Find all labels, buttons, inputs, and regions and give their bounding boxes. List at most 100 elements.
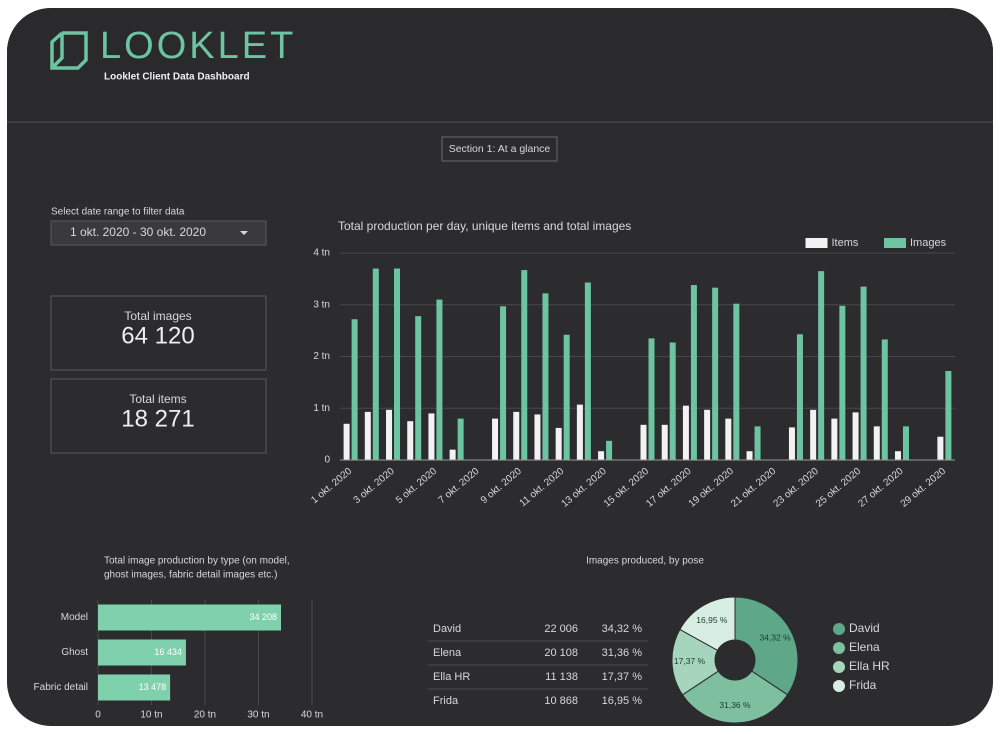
date-dropdown[interactable] — [50, 220, 267, 246]
x-tick-label: 0 — [95, 710, 101, 721]
bar — [542, 293, 549, 460]
table-cell: 34,32 % — [602, 623, 643, 635]
legend-label: Images — [910, 237, 947, 249]
bar — [725, 418, 732, 460]
bar — [351, 319, 358, 460]
y-tick-label: Ghost — [61, 647, 88, 658]
bar — [810, 409, 817, 460]
date-dropdown-value[interactable]: 1 okt. 2020 - 30 okt. 2020 — [70, 225, 206, 239]
bar — [669, 342, 676, 460]
bar — [661, 424, 668, 460]
y-tick-label: Model — [61, 612, 88, 623]
data-label: 31,36 % — [719, 700, 751, 710]
bar — [428, 413, 435, 460]
bar — [640, 424, 647, 460]
table-cell: 31,36 % — [602, 647, 643, 659]
bar — [407, 421, 414, 460]
legend-label: Frida — [849, 678, 877, 692]
bar — [894, 451, 901, 460]
bar — [860, 286, 867, 460]
table-cell: 22 006 — [544, 623, 578, 635]
y-tick-label: 1 tn — [313, 403, 330, 414]
section-button[interactable] — [441, 136, 558, 162]
legend-swatch — [884, 238, 906, 248]
bar — [598, 451, 605, 460]
bar — [394, 268, 401, 460]
bar — [852, 412, 859, 460]
bar — [576, 404, 583, 460]
bar — [457, 418, 464, 460]
legend-swatch — [833, 680, 845, 692]
data-label: 16 434 — [154, 647, 182, 657]
bar — [796, 334, 803, 460]
x-tick-label: 10 tn — [140, 710, 162, 721]
bar — [372, 268, 379, 460]
x-tick-label: 30 tn — [247, 710, 269, 721]
chart-title: Total image production by type (on model… — [104, 556, 290, 567]
bar — [415, 316, 422, 460]
legend-label: Ella HR — [849, 659, 890, 673]
bar — [364, 411, 371, 460]
donut-slice — [671, 628, 720, 696]
kpi-value: 18 271 — [121, 405, 194, 432]
chart-title: ghost images, fabric detail images etc.) — [104, 570, 277, 581]
bar — [436, 299, 443, 460]
y-tick-label: 3 tn — [313, 299, 330, 310]
section-button-label[interactable]: Section 1: At a glance — [449, 143, 551, 155]
bar — [831, 418, 838, 460]
y-tick-label: 4 tn — [313, 248, 330, 259]
legend-swatch — [833, 642, 845, 654]
donut-slice — [679, 596, 736, 651]
data-label: 34,32 % — [759, 633, 791, 643]
y-tick-label: 0 — [324, 455, 330, 466]
bar — [704, 409, 711, 460]
kpi-card — [50, 295, 267, 371]
y-tick-label: Fabric detail — [34, 682, 88, 693]
table-cell: 11 138 — [545, 671, 578, 683]
bar — [733, 303, 740, 460]
bar — [563, 334, 570, 460]
bar — [98, 604, 282, 631]
kpi-value: 64 120 — [121, 322, 194, 349]
table-cell: 10 868 — [544, 695, 578, 707]
bar — [881, 339, 888, 460]
donut-slice — [734, 596, 799, 696]
table-cell: Elena — [433, 647, 462, 659]
chart-title: Images produced, by pose — [586, 556, 704, 567]
bar — [521, 270, 528, 460]
kpi-label: Total items — [129, 392, 186, 406]
bar — [839, 305, 846, 460]
bar — [902, 426, 909, 460]
brand: LOOKLET — [100, 25, 296, 67]
data-label: 13 478 — [139, 682, 167, 692]
bar — [746, 451, 753, 460]
table-cell: 20 108 — [544, 647, 578, 659]
donut-slice — [681, 670, 789, 724]
x-tick-label: 20 tn — [194, 710, 216, 721]
bar — [343, 423, 350, 460]
bar — [449, 449, 456, 460]
bar — [98, 639, 186, 666]
kpi-label: Total images — [124, 309, 191, 323]
chart-title: Total production per day, unique items a… — [338, 219, 631, 233]
bar — [492, 418, 499, 460]
legend-swatch — [833, 623, 845, 635]
bar — [712, 287, 719, 460]
legend-label: Elena — [849, 640, 880, 654]
table-cell: 16,95 % — [602, 695, 643, 707]
legend-label: David — [849, 621, 880, 635]
data-label: 16,95 % — [696, 615, 728, 625]
dropdown-caret[interactable] — [240, 231, 248, 235]
y-tick-label: 2 tn — [313, 351, 330, 362]
subtitle: Looklet Client Data Dashboard — [104, 72, 250, 83]
panel — [7, 8, 993, 726]
content: LOOKLET Looklet Client Data Dashboard Se… — [7, 8, 993, 724]
data-label: 17,37 % — [674, 656, 706, 666]
bar — [682, 405, 689, 460]
bar — [513, 411, 520, 460]
logo-icon — [50, 31, 88, 70]
table-cell: 17,37 % — [602, 671, 643, 683]
bar — [534, 414, 541, 460]
